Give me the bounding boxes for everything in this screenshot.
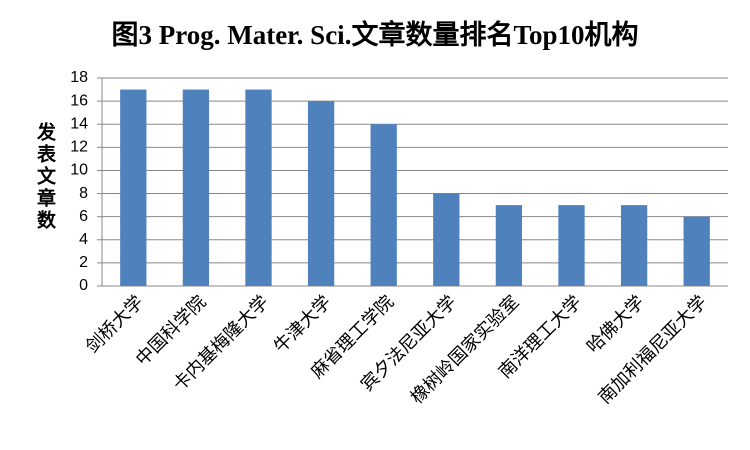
bar (120, 89, 147, 286)
y-tick-label: 8 (79, 185, 88, 202)
bar (433, 193, 460, 286)
bar (182, 89, 210, 286)
x-tick-label: 橡树岭国家实验室 (407, 292, 523, 408)
bar (683, 216, 710, 286)
y-tick-label: 10 (70, 162, 88, 179)
y-tick-label: 18 (70, 69, 88, 86)
y-axis-label: 发表文章数 (34, 122, 56, 232)
y-tick-label: 2 (79, 254, 88, 271)
bar (370, 124, 397, 286)
bar (558, 205, 585, 286)
y-tick-label: 16 (70, 92, 88, 109)
x-tick-label: 牛津大学 (270, 292, 335, 357)
x-tick-label: 剑桥大学 (82, 292, 147, 357)
bar (307, 101, 335, 286)
y-tick-label: 12 (70, 139, 88, 156)
chart-title: 图3 Prog. Mater. Sci.文章数量排名Top10机构 (111, 19, 638, 50)
x-tick-label: 南加利福尼亚大学 (594, 292, 710, 408)
bar (495, 205, 523, 286)
y-tick-label: 0 (79, 277, 88, 294)
x-tick-label: 哈佛大学 (583, 292, 648, 357)
y-tick-label: 6 (79, 208, 88, 225)
bar (620, 205, 648, 286)
y-tick-label: 14 (70, 115, 88, 132)
y-tick-label: 4 (79, 231, 88, 248)
bar (245, 89, 272, 286)
